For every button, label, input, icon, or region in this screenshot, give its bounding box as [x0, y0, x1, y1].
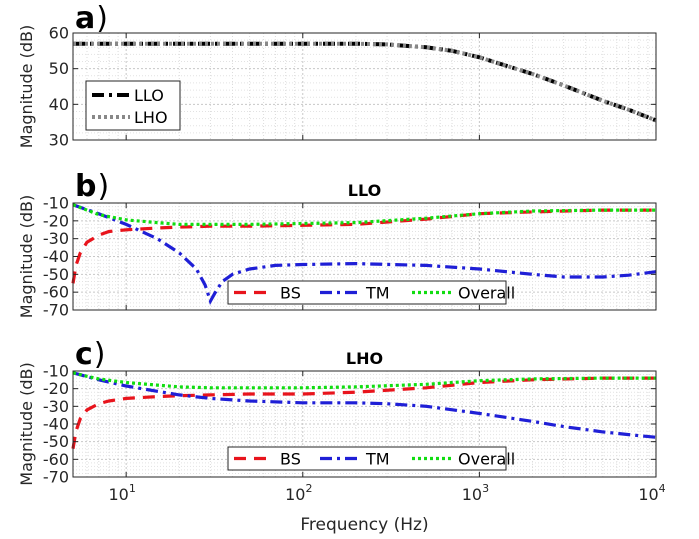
- legend-label-lho: LHO: [134, 108, 168, 127]
- y-axis-label: Magnitude (dB): [17, 25, 36, 148]
- y-tick-label: -40: [43, 415, 69, 434]
- panel-title: LLO: [348, 181, 381, 200]
- panel-label: a): [75, 1, 108, 36]
- series-line-overall: [72, 203, 656, 226]
- legend-label-bs: BS: [280, 450, 301, 469]
- y-tick-label: -30: [43, 397, 69, 416]
- legend: BS TM Overall: [227, 446, 515, 471]
- y-tick-label: -70: [43, 301, 69, 320]
- y-tick-label: -70: [43, 468, 69, 487]
- series-line-tm: [72, 203, 657, 306]
- y-tick-label: -60: [43, 283, 69, 302]
- legend-label-llo: LLO: [134, 86, 164, 105]
- legend-label-tm: TM: [365, 450, 390, 469]
- legend: LLO LHO: [85, 80, 181, 131]
- panel-label: b): [75, 169, 109, 204]
- panel-a: 30 40 50 60 Magnitude (dB) a) LLO LHO: [17, 1, 657, 150]
- y-tick-label: 30: [49, 131, 69, 150]
- legend-label-overall: Overall: [458, 450, 515, 469]
- y-tick-label: 40: [49, 95, 69, 114]
- y-tick-label: -10: [43, 194, 69, 213]
- x-tick-label: 101: [108, 482, 135, 504]
- y-tick-label: 60: [49, 24, 69, 43]
- y-tick-label: -40: [43, 247, 69, 266]
- legend: BS TM Overall: [227, 280, 515, 305]
- x-tick-label: 104: [638, 482, 665, 504]
- x-axis-label: Frequency (Hz): [300, 515, 428, 535]
- series-line-bs: [71, 376, 656, 449]
- panel-c: -70-60-50-40-30-20-10 Magnitude (dB) c) LHO…: [17, 337, 666, 535]
- panel-label: c): [75, 337, 106, 372]
- legend-label-overall: Overall: [458, 284, 515, 303]
- x-tick-label: 102: [285, 482, 312, 504]
- axes-frame: [72, 32, 657, 141]
- y-tick-label: -20: [43, 379, 69, 398]
- series-line-bs: [71, 208, 656, 284]
- series-line-tm: [72, 371, 657, 439]
- y-axis-label: Magnitude (dB): [17, 362, 36, 485]
- legend-label-tm: TM: [365, 284, 390, 303]
- x-tick-label: 103: [462, 482, 489, 504]
- series-line-lho: [73, 41, 657, 123]
- panel-title: LHO: [346, 349, 383, 368]
- y-tick-label: -30: [43, 229, 69, 248]
- y-tick-label: -10: [43, 362, 69, 381]
- y-tick-label: -60: [43, 450, 69, 469]
- y-tick-label: -50: [43, 265, 69, 284]
- y-axis-label: Magnitude (dB): [17, 195, 36, 318]
- y-tick-label: -20: [43, 211, 69, 230]
- panel-b: -70-60-50-40-30-20-10 Magnitude (dB) b) LLO…: [17, 169, 657, 320]
- y-tick-label: 50: [49, 59, 69, 78]
- legend-label-bs: BS: [280, 284, 301, 303]
- y-tick-label: -50: [43, 432, 69, 451]
